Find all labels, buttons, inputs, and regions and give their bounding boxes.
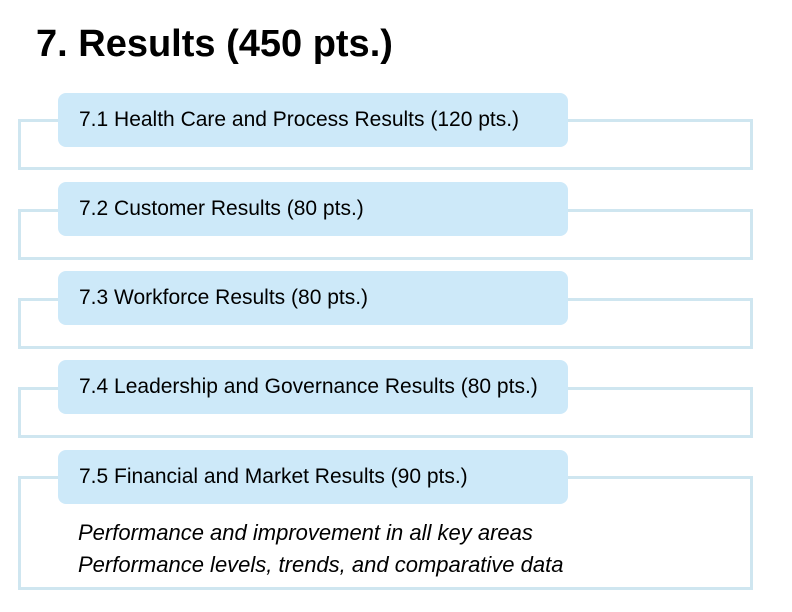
- category-label: 7.1 Health Care and Process Results (120…: [79, 108, 520, 131]
- category-item-7-2: 7.2 Customer Results (80 pts.): [58, 182, 568, 236]
- results-notes: Performance and improvement in all key a…: [78, 517, 563, 581]
- category-item-7-4: 7.4 Leadership and Governance Results (8…: [58, 360, 568, 414]
- note-line: Performance levels, trends, and comparat…: [78, 552, 564, 577]
- category-label: 7.2 Customer Results (80 pts.): [79, 197, 364, 220]
- category-label: 7.5 Financial and Market Results (90 pts…: [79, 465, 468, 488]
- category-label: 7.3 Workforce Results (80 pts.): [79, 286, 369, 309]
- category-item-7-3: 7.3 Workforce Results (80 pts.): [58, 271, 568, 325]
- slide-title: 7. Results (450 pts.): [36, 23, 393, 65]
- note-line: Performance and improvement in all key a…: [78, 520, 533, 545]
- category-item-7-5: 7.5 Financial and Market Results (90 pts…: [58, 450, 568, 504]
- category-item-7-1: 7.1 Health Care and Process Results (120…: [58, 93, 568, 147]
- category-label: 7.4 Leadership and Governance Results (8…: [79, 375, 538, 398]
